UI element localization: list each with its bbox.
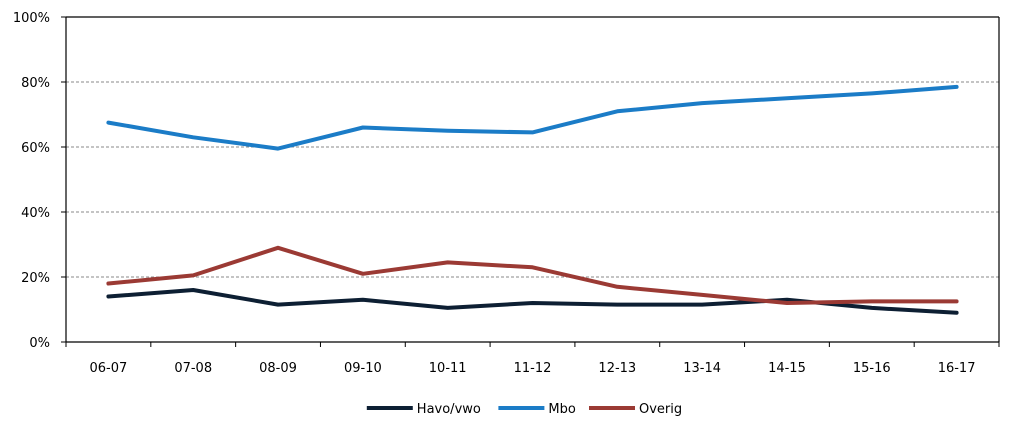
- legend-label: Mbo: [548, 402, 575, 417]
- x-tick-label: 16-17: [938, 361, 976, 376]
- x-tick-label: 09-10: [344, 361, 382, 376]
- x-tick-label: 11-12: [514, 361, 552, 376]
- series-lines: [106, 84, 959, 315]
- x-tick-label: 08-09: [259, 361, 297, 376]
- x-tick-label: 06-07: [90, 361, 128, 376]
- y-tick-label: 60%: [21, 141, 50, 156]
- x-tick-label: 15-16: [853, 361, 891, 376]
- axes: [61, 16, 1000, 347]
- x-tick-label: 13-14: [683, 361, 721, 376]
- series-line-mbo: [106, 84, 959, 151]
- tick-labels: 0% 20% 40% 60% 80% 100% 06-07 07-08 08-09 09-10 10…: [13, 11, 976, 376]
- y-tick-label: 80%: [21, 76, 50, 91]
- y-tick-label: 20%: [21, 271, 50, 286]
- y-tick-label: 0%: [29, 336, 50, 351]
- legend: Havo/vwo Mbo Overig: [366, 402, 682, 417]
- x-tick-label: 14-15: [768, 361, 806, 376]
- legend-label: Overig: [639, 402, 682, 417]
- y-tick-label: 40%: [21, 206, 50, 221]
- y-tick-label: 100%: [13, 11, 50, 26]
- x-tick-label: 07-08: [174, 361, 212, 376]
- x-tick-label: 12-13: [598, 361, 636, 376]
- series-line-overig: [106, 245, 959, 305]
- legend-label: Havo/vwo: [417, 402, 481, 417]
- x-tick-label: 10-11: [429, 361, 467, 376]
- gridlines: [66, 81, 999, 278]
